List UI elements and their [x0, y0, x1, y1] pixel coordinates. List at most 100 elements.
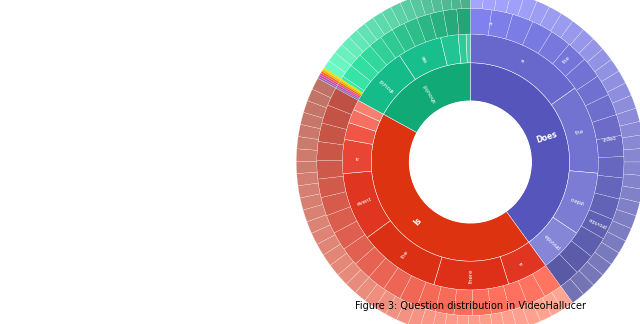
- Polygon shape: [298, 183, 320, 198]
- Polygon shape: [344, 122, 376, 145]
- Polygon shape: [518, 0, 537, 20]
- Polygon shape: [303, 100, 326, 118]
- Polygon shape: [553, 171, 598, 233]
- Polygon shape: [566, 59, 598, 90]
- Text: video: video: [570, 195, 586, 205]
- Polygon shape: [343, 65, 371, 91]
- Polygon shape: [307, 89, 331, 108]
- Polygon shape: [318, 123, 347, 145]
- Polygon shape: [400, 276, 426, 306]
- Polygon shape: [435, 287, 456, 315]
- Polygon shape: [334, 221, 365, 249]
- Polygon shape: [317, 160, 343, 179]
- Polygon shape: [337, 85, 360, 99]
- Polygon shape: [323, 68, 341, 80]
- Polygon shape: [620, 122, 640, 138]
- Polygon shape: [607, 221, 631, 241]
- Polygon shape: [512, 307, 529, 324]
- Polygon shape: [542, 292, 563, 316]
- Polygon shape: [470, 8, 492, 35]
- Polygon shape: [529, 1, 549, 25]
- Polygon shape: [399, 38, 447, 79]
- Polygon shape: [321, 71, 339, 83]
- Polygon shape: [297, 172, 318, 186]
- Polygon shape: [317, 235, 340, 255]
- Polygon shape: [460, 0, 470, 9]
- Polygon shape: [336, 87, 359, 100]
- Polygon shape: [470, 63, 570, 242]
- Polygon shape: [321, 192, 351, 216]
- Polygon shape: [444, 314, 458, 324]
- Polygon shape: [312, 225, 335, 244]
- Polygon shape: [298, 124, 321, 139]
- Polygon shape: [506, 0, 524, 16]
- Polygon shape: [587, 49, 611, 72]
- Polygon shape: [417, 14, 436, 42]
- Polygon shape: [443, 9, 459, 36]
- Text: Does: Does: [535, 130, 558, 145]
- Polygon shape: [300, 112, 323, 129]
- Polygon shape: [440, 0, 452, 11]
- Polygon shape: [429, 0, 443, 13]
- Text: should: should: [422, 83, 437, 103]
- Polygon shape: [431, 312, 447, 324]
- Polygon shape: [391, 3, 408, 25]
- Polygon shape: [623, 162, 640, 176]
- Polygon shape: [300, 194, 323, 210]
- Polygon shape: [337, 83, 360, 98]
- Polygon shape: [339, 80, 362, 95]
- Polygon shape: [342, 37, 364, 58]
- Polygon shape: [400, 0, 417, 21]
- Polygon shape: [296, 149, 317, 161]
- Polygon shape: [296, 161, 317, 174]
- Polygon shape: [323, 244, 347, 265]
- Polygon shape: [622, 174, 640, 189]
- Polygon shape: [382, 7, 400, 30]
- Polygon shape: [410, 0, 426, 18]
- Polygon shape: [434, 257, 509, 290]
- Polygon shape: [561, 21, 584, 45]
- Text: provide: provide: [588, 215, 608, 228]
- Polygon shape: [472, 289, 492, 316]
- Polygon shape: [622, 135, 640, 150]
- Polygon shape: [595, 60, 619, 82]
- Polygon shape: [336, 76, 364, 100]
- Polygon shape: [338, 262, 361, 284]
- Polygon shape: [346, 270, 369, 293]
- Text: we: we: [421, 53, 429, 63]
- Text: a: a: [355, 155, 359, 160]
- Polygon shape: [587, 252, 611, 275]
- Polygon shape: [503, 281, 528, 310]
- Polygon shape: [488, 286, 510, 314]
- Text: event: event: [356, 197, 372, 207]
- Polygon shape: [417, 282, 441, 311]
- Polygon shape: [532, 266, 561, 296]
- Polygon shape: [467, 34, 470, 63]
- Polygon shape: [312, 78, 336, 98]
- Polygon shape: [586, 95, 616, 122]
- Polygon shape: [344, 235, 374, 264]
- Polygon shape: [538, 32, 569, 64]
- Polygon shape: [367, 221, 442, 285]
- Polygon shape: [307, 215, 330, 233]
- Polygon shape: [552, 286, 573, 310]
- Polygon shape: [607, 83, 631, 103]
- Polygon shape: [420, 309, 436, 324]
- Polygon shape: [351, 55, 378, 81]
- Polygon shape: [500, 242, 546, 284]
- Text: should: should: [378, 77, 395, 93]
- Polygon shape: [620, 186, 640, 202]
- Polygon shape: [349, 30, 370, 52]
- Polygon shape: [518, 274, 545, 305]
- Polygon shape: [323, 61, 346, 80]
- Polygon shape: [373, 12, 392, 35]
- Text: a: a: [489, 21, 494, 25]
- Polygon shape: [343, 171, 390, 237]
- Polygon shape: [570, 29, 593, 53]
- Polygon shape: [596, 135, 624, 157]
- Text: the: the: [400, 250, 410, 260]
- Polygon shape: [322, 69, 340, 82]
- Polygon shape: [457, 8, 470, 35]
- Polygon shape: [450, 0, 461, 9]
- Polygon shape: [326, 207, 357, 233]
